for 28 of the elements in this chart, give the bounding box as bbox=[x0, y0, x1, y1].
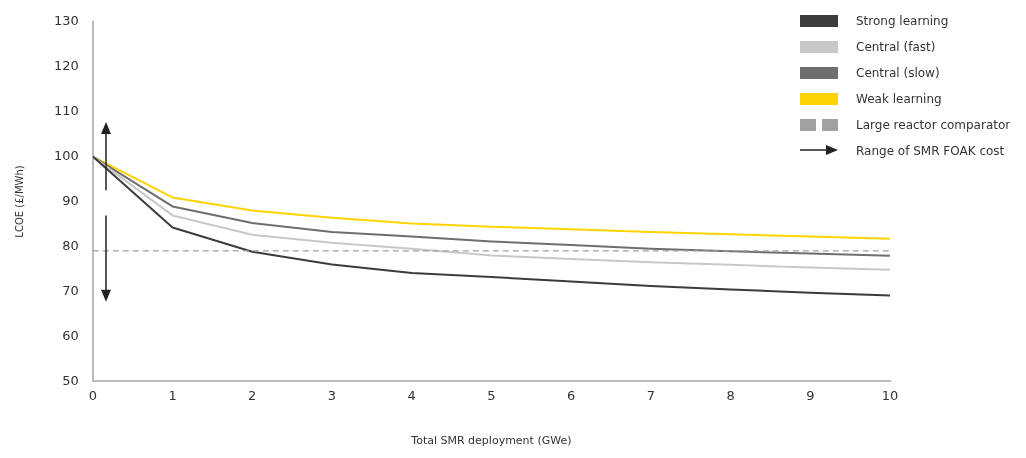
y-tick-label: 80 bbox=[62, 237, 79, 253]
y-tick-label: 130 bbox=[53, 13, 79, 29]
x-tick-label: 0 bbox=[88, 388, 97, 404]
legend-label: Weak learning bbox=[856, 92, 942, 106]
legend-label: Strong learning bbox=[856, 14, 949, 28]
y-tick-label: 70 bbox=[62, 282, 79, 298]
y-tick-label: 90 bbox=[62, 192, 79, 208]
y-tick-label: 60 bbox=[62, 327, 79, 343]
y-tick-label: 120 bbox=[53, 58, 79, 74]
y-tick-label: 110 bbox=[53, 103, 79, 119]
y-axis-title: LCOE (£/MWh) bbox=[13, 165, 25, 238]
x-axis-title: Total SMR deployment (GWe) bbox=[410, 434, 572, 448]
y-tick-label: 50 bbox=[62, 372, 79, 388]
x-tick-label: 1 bbox=[168, 388, 177, 404]
x-tick-label: 2 bbox=[248, 388, 257, 404]
x-tick-label: 9 bbox=[806, 388, 815, 404]
legend-label: Large reactor comparator bbox=[856, 118, 1011, 132]
x-tick-label: 7 bbox=[646, 388, 655, 404]
x-tick-label: 4 bbox=[407, 388, 416, 404]
x-tick-label: 8 bbox=[726, 388, 735, 404]
x-tick-label: 10 bbox=[881, 388, 899, 404]
legend-label: Central (slow) bbox=[856, 66, 940, 80]
x-tick-label: 6 bbox=[566, 388, 576, 404]
x-tick-label: 5 bbox=[487, 388, 496, 404]
legend-label: Central (fast) bbox=[856, 40, 936, 54]
annotation: Range of SMR FOAK cost bbox=[856, 144, 1005, 158]
x-tick-label: 3 bbox=[327, 388, 337, 404]
y-tick-label: 100 bbox=[53, 147, 79, 163]
